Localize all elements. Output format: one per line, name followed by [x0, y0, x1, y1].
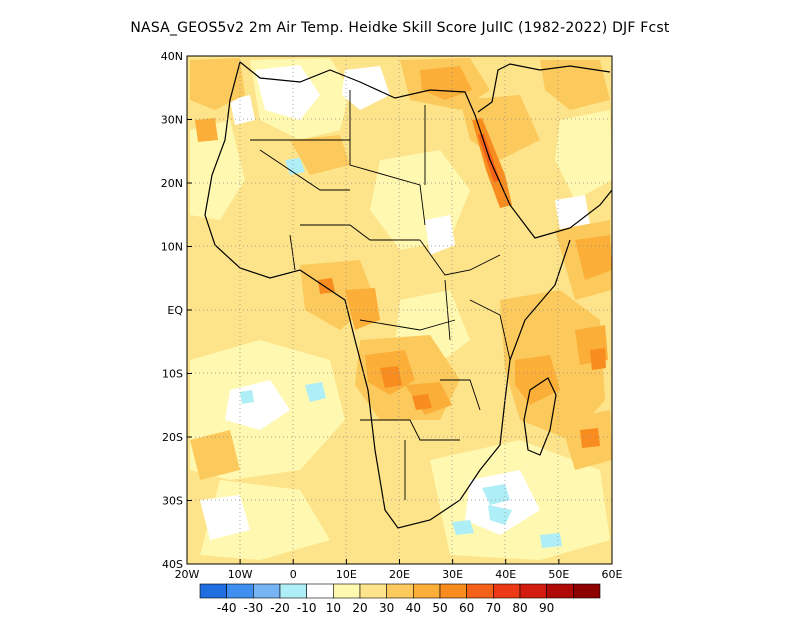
x-tick-label: 30E — [442, 568, 463, 581]
y-tick-label: 10N — [161, 241, 183, 254]
grid-lines — [187, 56, 612, 564]
colorbar-swatch — [413, 583, 441, 599]
colorbar-swatch — [333, 583, 361, 599]
x-tick-label: 60E — [602, 568, 623, 581]
x-tick-label: 20W — [175, 568, 200, 581]
colorbar-label: -20 — [270, 601, 290, 615]
colorbar-label: 40 — [406, 601, 421, 615]
colorbar: -40 -30 -20 -10 10 20 30 40 50 60 70 80 90 — [199, 583, 601, 615]
y-tick-label: 40S — [162, 558, 183, 571]
plot-area — [187, 56, 612, 564]
y-tick-label: 40N — [161, 50, 183, 63]
colorbar-label: 70 — [486, 601, 501, 615]
colorbar-label: 90 — [539, 601, 554, 615]
y-tick-label: 30S — [162, 495, 183, 508]
colorbar-swatch — [279, 583, 307, 599]
colorbar-label: 30 — [379, 601, 394, 615]
x-tick-label: 10W — [228, 568, 253, 581]
colorbar-swatch — [199, 583, 227, 599]
colorbar-swatch — [573, 583, 601, 599]
colorbar-swatch — [306, 583, 334, 599]
colorbar-swatch — [359, 583, 387, 599]
colorbar-label: 50 — [432, 601, 447, 615]
x-tick-label: 0 — [290, 568, 297, 581]
colorbar-swatch — [386, 583, 414, 599]
colorbar-swatch — [493, 583, 521, 599]
colorbar-label: -30 — [244, 601, 264, 615]
x-tick-label: 50E — [548, 568, 569, 581]
colorbar-swatch — [253, 583, 281, 599]
colorbar-label: 20 — [352, 601, 367, 615]
colorbar-swatch — [439, 583, 467, 599]
y-tick-label: 30N — [161, 114, 183, 127]
colorbar-swatch — [226, 583, 254, 599]
colorbar-label: 80 — [512, 601, 527, 615]
colorbar-label: 60 — [459, 601, 474, 615]
y-tick-label: 20S — [162, 431, 183, 444]
score-field — [190, 58, 612, 560]
colorbar-label: -40 — [217, 601, 237, 615]
map-title: NASA_GEOS5v2 2m Air Temp. Heidke Skill S… — [130, 20, 670, 36]
y-tick-label: 10S — [162, 368, 183, 381]
y-tick-label: 20N — [161, 177, 183, 190]
country-borders — [250, 90, 511, 500]
colorbar-swatch — [519, 583, 547, 599]
colorbar-swatch — [546, 583, 574, 599]
colorbar-label: 10 — [326, 601, 341, 615]
colorbar-label: -10 — [297, 601, 317, 615]
axis-ticks: 20W 10W 0 10E 20E 30E 40E 50E 60E 40N 30N 20N 10N EQ 1… — [161, 50, 623, 581]
y-tick-label: EQ — [167, 304, 183, 317]
colorbar-swatch — [466, 583, 494, 599]
x-tick-label: 20E — [389, 568, 410, 581]
x-tick-label: 10E — [336, 568, 357, 581]
x-tick-label: 40E — [495, 568, 516, 581]
